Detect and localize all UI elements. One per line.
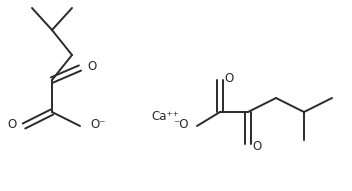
Text: O⁻: O⁻	[90, 118, 106, 131]
Text: O: O	[87, 60, 96, 73]
Text: O: O	[8, 118, 17, 131]
Text: O: O	[224, 71, 233, 84]
Text: ⁻O: ⁻O	[174, 118, 189, 131]
Text: Ca⁺⁺: Ca⁺⁺	[151, 109, 179, 122]
Text: O: O	[252, 139, 261, 152]
